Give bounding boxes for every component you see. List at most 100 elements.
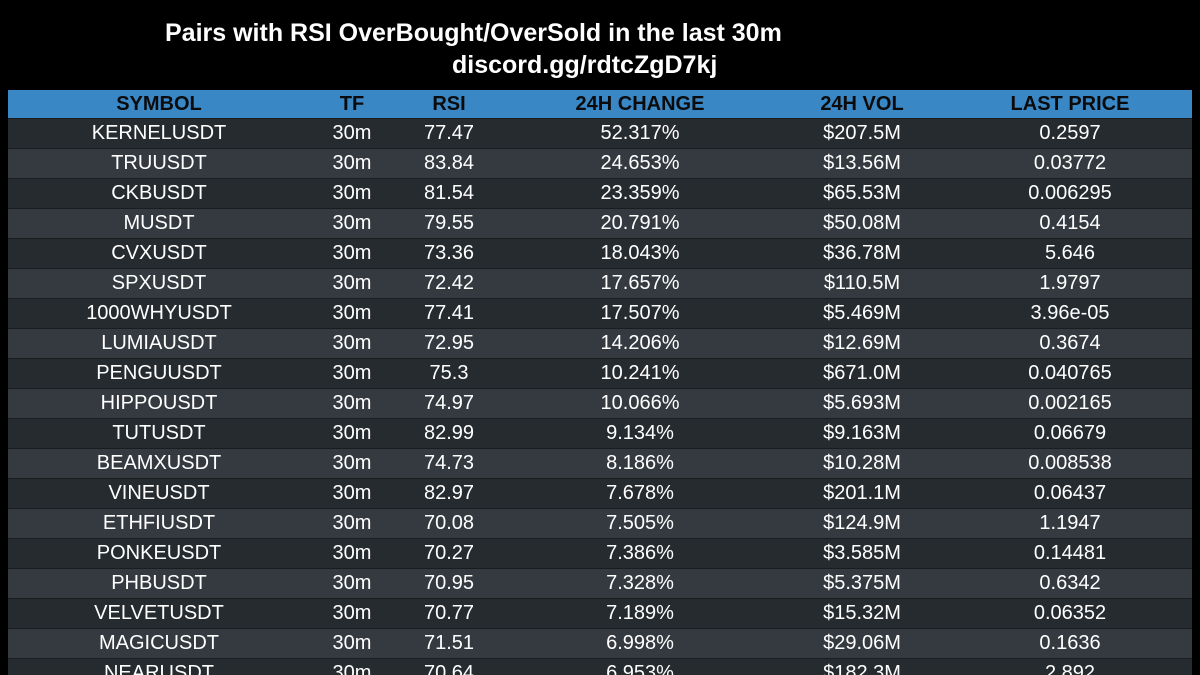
cell-24h-change: 10.241% [504,358,776,389]
cell-rsi: 72.95 [394,328,504,359]
cell-24h-change: 6.998% [504,628,776,659]
cell-24h-change: 8.186% [504,448,776,479]
cell-24h-change: 9.134% [504,418,776,449]
column-header-rsi: RSI [432,93,466,115]
cell-24h-vol: $29.06M [776,628,948,659]
cell-tf: 30m [310,628,394,659]
cell-symbol: CKBUSDT [8,178,310,209]
cell-24h-vol: $15.32M [776,598,948,629]
cell-tf: 30m [310,238,394,269]
page-title: Pairs with RSI OverBought/OverSold in th… [165,19,782,47]
cell-rsi: 70.27 [394,538,504,569]
table-row: CKBUSDT 30m 81.54 23.359% $65.53M 0.006295 [8,178,1192,209]
cell-rsi: 81.54 [394,178,504,209]
cell-rsi: 73.36 [394,238,504,269]
cell-last-price: 0.6342 [948,568,1192,599]
cell-rsi: 70.08 [394,508,504,539]
cell-symbol: PONKEUSDT [8,538,310,569]
cell-rsi: 74.97 [394,388,504,419]
cell-tf: 30m [310,658,394,675]
cell-tf: 30m [310,568,394,599]
cell-tf: 30m [310,598,394,629]
table-header-row: SYMBOL TF RSI 24H CHANGE 24H VOL LAST PR… [8,90,1192,119]
table-row: VINEUSDT 30m 82.97 7.678% $201.1M 0.06437 [8,478,1192,509]
cell-24h-change: 24.653% [504,148,776,179]
cell-last-price: 0.4154 [948,208,1192,239]
cell-symbol: LUMIAUSDT [8,328,310,359]
cell-last-price: 0.2597 [948,118,1192,149]
cell-24h-change: 10.066% [504,388,776,419]
discord-link-text: discord.gg/rdtcZgD7kj [452,51,718,79]
cell-symbol: MUSDT [8,208,310,239]
cell-tf: 30m [310,268,394,299]
cell-rsi: 82.99 [394,418,504,449]
cell-24h-vol: $9.163M [776,418,948,449]
cell-symbol: HIPPOUSDT [8,388,310,419]
cell-rsi: 74.73 [394,448,504,479]
cell-24h-change: 7.328% [504,568,776,599]
table-row: 1000WHYUSDT 30m 77.41 17.507% $5.469M 3.96e-0… [8,298,1192,329]
cell-tf: 30m [310,508,394,539]
cell-24h-vol: $36.78M [776,238,948,269]
cell-last-price: 0.040765 [948,358,1192,389]
cell-24h-change: 17.507% [504,298,776,329]
cell-rsi: 83.84 [394,148,504,179]
column-header-symbol: SYMBOL [116,93,202,115]
table-row: PONKEUSDT 30m 70.27 7.386% $3.585M 0.14481 [8,538,1192,569]
cell-tf: 30m [310,118,394,149]
table-body: KERNELUSDT 30m 77.47 52.317% $207.5M 0.2597 TR… [8,118,1192,675]
cell-24h-vol: $182.3M [776,658,948,675]
cell-24h-change: 23.359% [504,178,776,209]
cell-symbol: PHBUSDT [8,568,310,599]
cell-last-price: 0.03772 [948,148,1192,179]
cell-rsi: 77.41 [394,298,504,329]
cell-rsi: 75.3 [394,358,504,389]
cell-last-price: 0.14481 [948,538,1192,569]
cell-24h-vol: $207.5M [776,118,948,149]
cell-24h-change: 20.791% [504,208,776,239]
cell-last-price: 1.1947 [948,508,1192,539]
cell-tf: 30m [310,208,394,239]
table-row: HIPPOUSDT 30m 74.97 10.066% $5.693M 0.002165 [8,388,1192,419]
cell-symbol: PENGUUSDT [8,358,310,389]
column-header-24h-change: 24H CHANGE [575,93,705,115]
table-row: CVXUSDT 30m 73.36 18.043% $36.78M 5.646 [8,238,1192,269]
cell-tf: 30m [310,358,394,389]
cell-24h-change: 52.317% [504,118,776,149]
cell-last-price: 3.96e-05 [948,298,1192,329]
cell-24h-change: 7.678% [504,478,776,509]
table-row: SPXUSDT 30m 72.42 17.657% $110.5M 1.9797 [8,268,1192,299]
rsi-table: SYMBOL TF RSI 24H CHANGE 24H VOL LAST PR… [8,90,1192,675]
cell-last-price: 0.06679 [948,418,1192,449]
cell-symbol: KERNELUSDT [8,118,310,149]
cell-rsi: 70.95 [394,568,504,599]
cell-tf: 30m [310,148,394,179]
table-row: NEARUSDT 30m 70.64 6.953% $182.3M 2.892 [8,658,1192,675]
cell-rsi: 72.42 [394,268,504,299]
cell-24h-change: 17.657% [504,268,776,299]
table-row: ETHFIUSDT 30m 70.08 7.505% $124.9M 1.1947 [8,508,1192,539]
cell-24h-change: 18.043% [504,238,776,269]
table-header: SYMBOL TF RSI 24H CHANGE 24H VOL LAST PR… [8,90,1192,119]
cell-last-price: 0.006295 [948,178,1192,209]
cell-tf: 30m [310,388,394,419]
cell-24h-vol: $50.08M [776,208,948,239]
column-header-24h-vol: 24H VOL [820,93,904,115]
cell-24h-vol: $671.0M [776,358,948,389]
cell-rsi: 70.77 [394,598,504,629]
cell-tf: 30m [310,298,394,329]
cell-symbol: BEAMXUSDT [8,448,310,479]
rsi-table-container: SYMBOL TF RSI 24H CHANGE 24H VOL LAST PR… [8,90,1192,675]
cell-last-price: 0.3674 [948,328,1192,359]
cell-symbol: TUTUSDT [8,418,310,449]
cell-24h-vol: $12.69M [776,328,948,359]
table-row: TRUUSDT 30m 83.84 24.653% $13.56M 0.03772 [8,148,1192,179]
cell-last-price: 1.9797 [948,268,1192,299]
cell-last-price: 0.06352 [948,598,1192,629]
cell-rsi: 70.64 [394,658,504,675]
table-row: VELVETUSDT 30m 70.77 7.189% $15.32M 0.06352 [8,598,1192,629]
cell-24h-change: 7.505% [504,508,776,539]
cell-tf: 30m [310,418,394,449]
column-header-tf: TF [339,93,365,115]
cell-rsi: 71.51 [394,628,504,659]
